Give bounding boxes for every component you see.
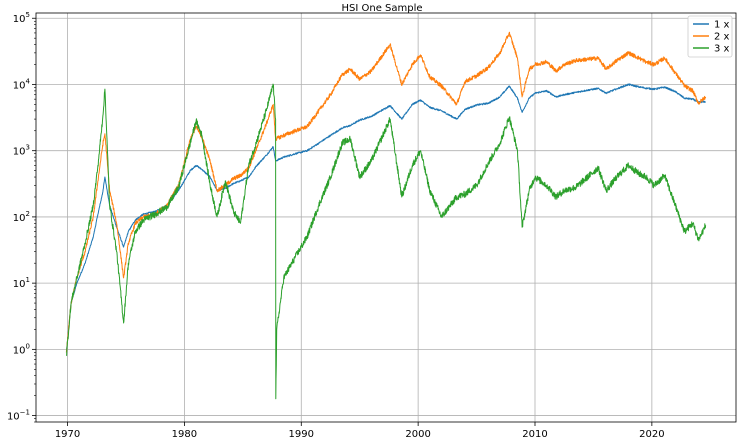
x-tick-label: 2010 [522, 429, 547, 440]
series-layer [65, 31, 707, 400]
x-tick-label: 1990 [289, 429, 314, 440]
chart-title: HSI One Sample [341, 3, 422, 14]
y-tick-label: 103 [13, 144, 30, 158]
axes-layer: 1970 1980 1990 2000 2010 2020 10−1 100 101 102 103… [7, 11, 665, 440]
legend-label-1: 1 x [714, 20, 730, 31]
x-tick-label: 2000 [405, 429, 430, 440]
legend-label-2: 2 x [714, 32, 730, 43]
x-tick-label: 1980 [172, 429, 197, 440]
plot-frame [35, 12, 737, 423]
y-tick-label: 100 [13, 342, 30, 356]
x-tick-label: 1970 [55, 429, 80, 440]
legend: 1 x2 x3 x [687, 15, 733, 58]
legend-label-3: 3 x [714, 44, 730, 55]
series-line-3 [65, 83, 707, 400]
y-tick-label: 102 [13, 210, 30, 224]
y-tick-label: 10−1 [7, 409, 30, 423]
legend-box [687, 15, 733, 58]
y-tick-label: 104 [13, 77, 31, 91]
x-tick-label: 2020 [639, 429, 664, 440]
y-tick-label: 101 [13, 276, 30, 290]
grid-layer [36, 13, 736, 422]
series-line-2 [65, 31, 707, 353]
y-tick-label: 105 [13, 11, 30, 25]
